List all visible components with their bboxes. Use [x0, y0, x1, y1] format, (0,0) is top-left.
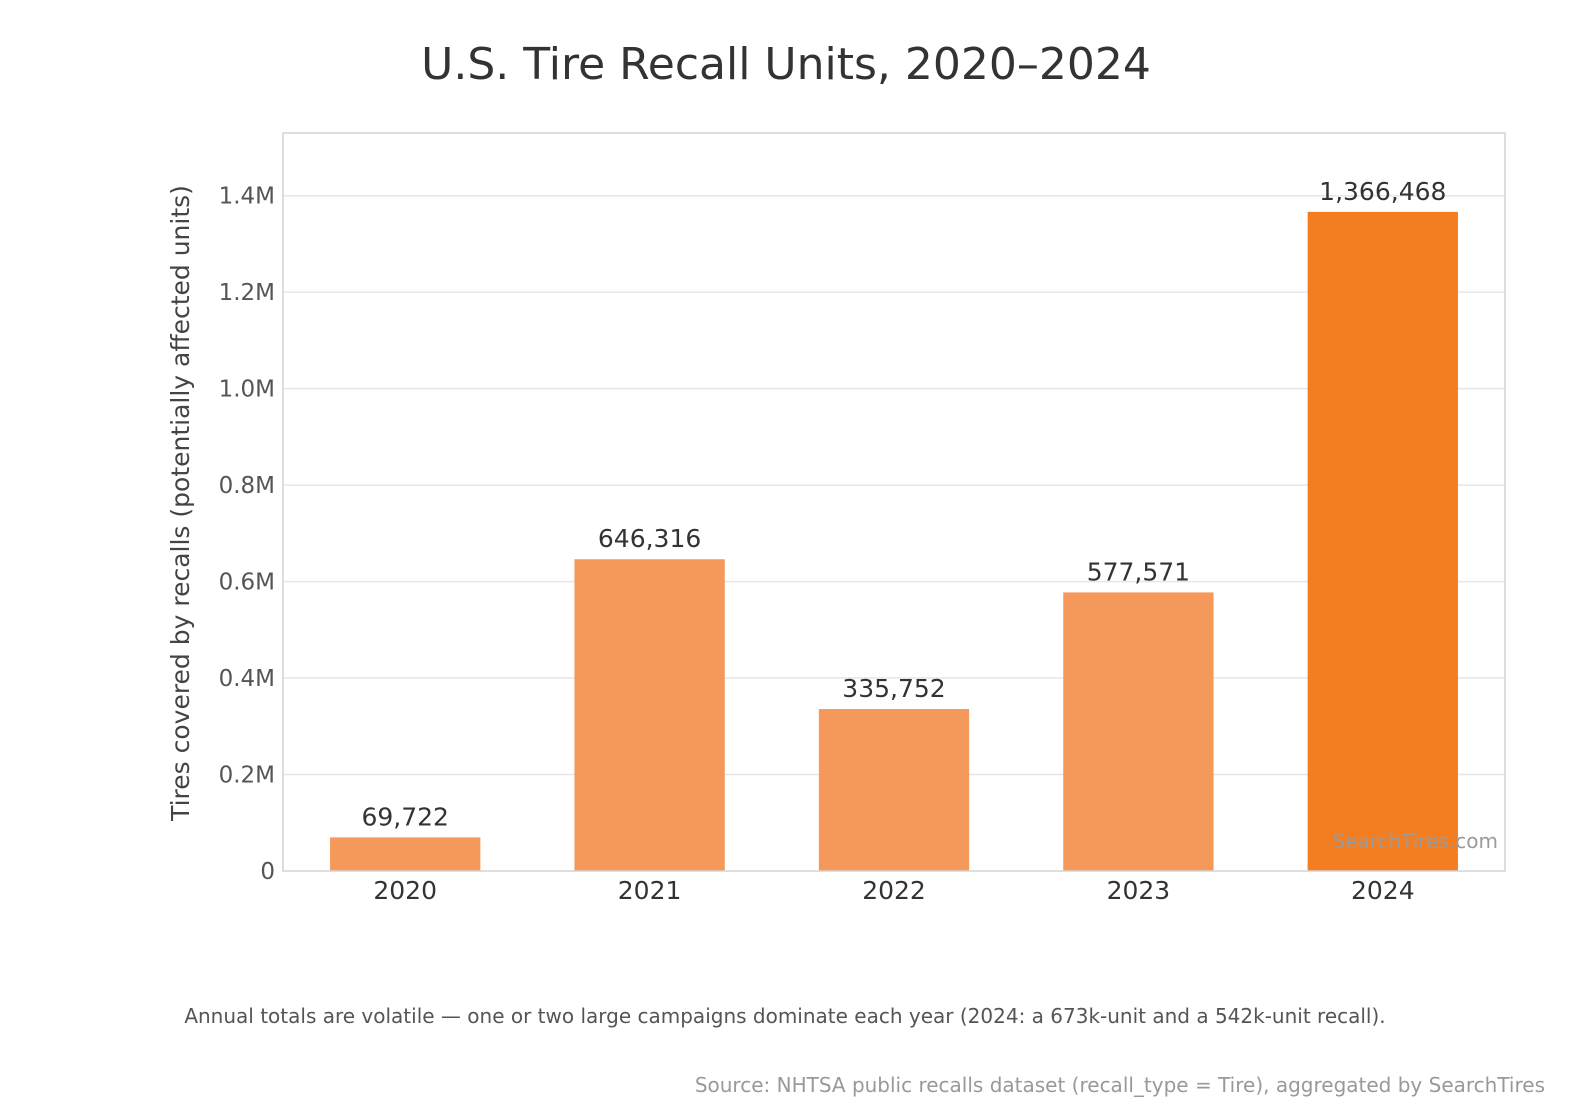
y-tick-label: 0.8M — [219, 473, 275, 499]
data-label: 69,722 — [361, 802, 448, 831]
y-tick-labels: 0 0.2M 0.4M 0.6M 0.8M 1.0M 1.2M 1.4M — [219, 184, 275, 885]
y-tick-label: 0.4M — [219, 666, 275, 692]
bar-2020 — [330, 837, 481, 871]
bar-2021 — [574, 559, 725, 871]
bars — [330, 211, 1458, 872]
source-note: Source: NHTSA public recalls dataset (re… — [694, 1073, 1545, 1097]
x-tick-labels: 2020 2021 2022 2023 2024 — [373, 876, 1414, 905]
bar-2022 — [818, 709, 970, 871]
watermark: SearchTires.com — [1333, 829, 1498, 853]
y-tick-label: 0 — [260, 859, 275, 885]
chart-title: U.S. Tire Recall Units, 2020–2024 — [421, 39, 1151, 90]
x-tick-label: 2021 — [618, 876, 682, 905]
data-label: 335,752 — [842, 674, 945, 703]
x-tick-label: 2023 — [1107, 876, 1171, 905]
chart-caption: Annual totals are volatile — one or two … — [184, 1004, 1386, 1028]
x-tick-label: 2020 — [373, 876, 437, 905]
x-tick-label: 2022 — [862, 876, 926, 905]
y-tick-label: 0.6M — [219, 570, 275, 596]
x-tick-label: 2024 — [1351, 876, 1415, 905]
plot-frame — [282, 132, 1506, 872]
data-label: 1,366,468 — [1319, 177, 1446, 206]
y-tick-label: 0.2M — [219, 763, 275, 789]
data-label: 577,571 — [1087, 557, 1190, 586]
bar-2023 — [1063, 592, 1214, 871]
grid-lines — [283, 194, 1505, 776]
bar-2024 — [1307, 211, 1458, 872]
data-labels: 69,722 646,316 335,752 577,571 1,366,468 — [361, 177, 1446, 831]
y-tick-label: 1.2M — [219, 280, 275, 306]
y-axis-label: Tires covered by recalls (potentially af… — [166, 185, 195, 822]
data-label: 646,316 — [598, 524, 701, 553]
y-tick-label: 1.4M — [219, 184, 275, 210]
y-tick-label: 1.0M — [219, 377, 275, 403]
